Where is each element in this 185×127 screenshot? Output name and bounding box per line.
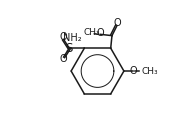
Text: NH₂: NH₂ xyxy=(63,33,82,43)
Text: O: O xyxy=(130,66,137,76)
Text: O: O xyxy=(96,28,104,38)
Text: O: O xyxy=(59,32,67,42)
Text: S: S xyxy=(65,42,73,55)
Text: O: O xyxy=(114,18,121,28)
Text: O: O xyxy=(59,54,67,64)
Text: CH₃: CH₃ xyxy=(141,67,158,76)
Text: CH₃: CH₃ xyxy=(84,28,100,37)
